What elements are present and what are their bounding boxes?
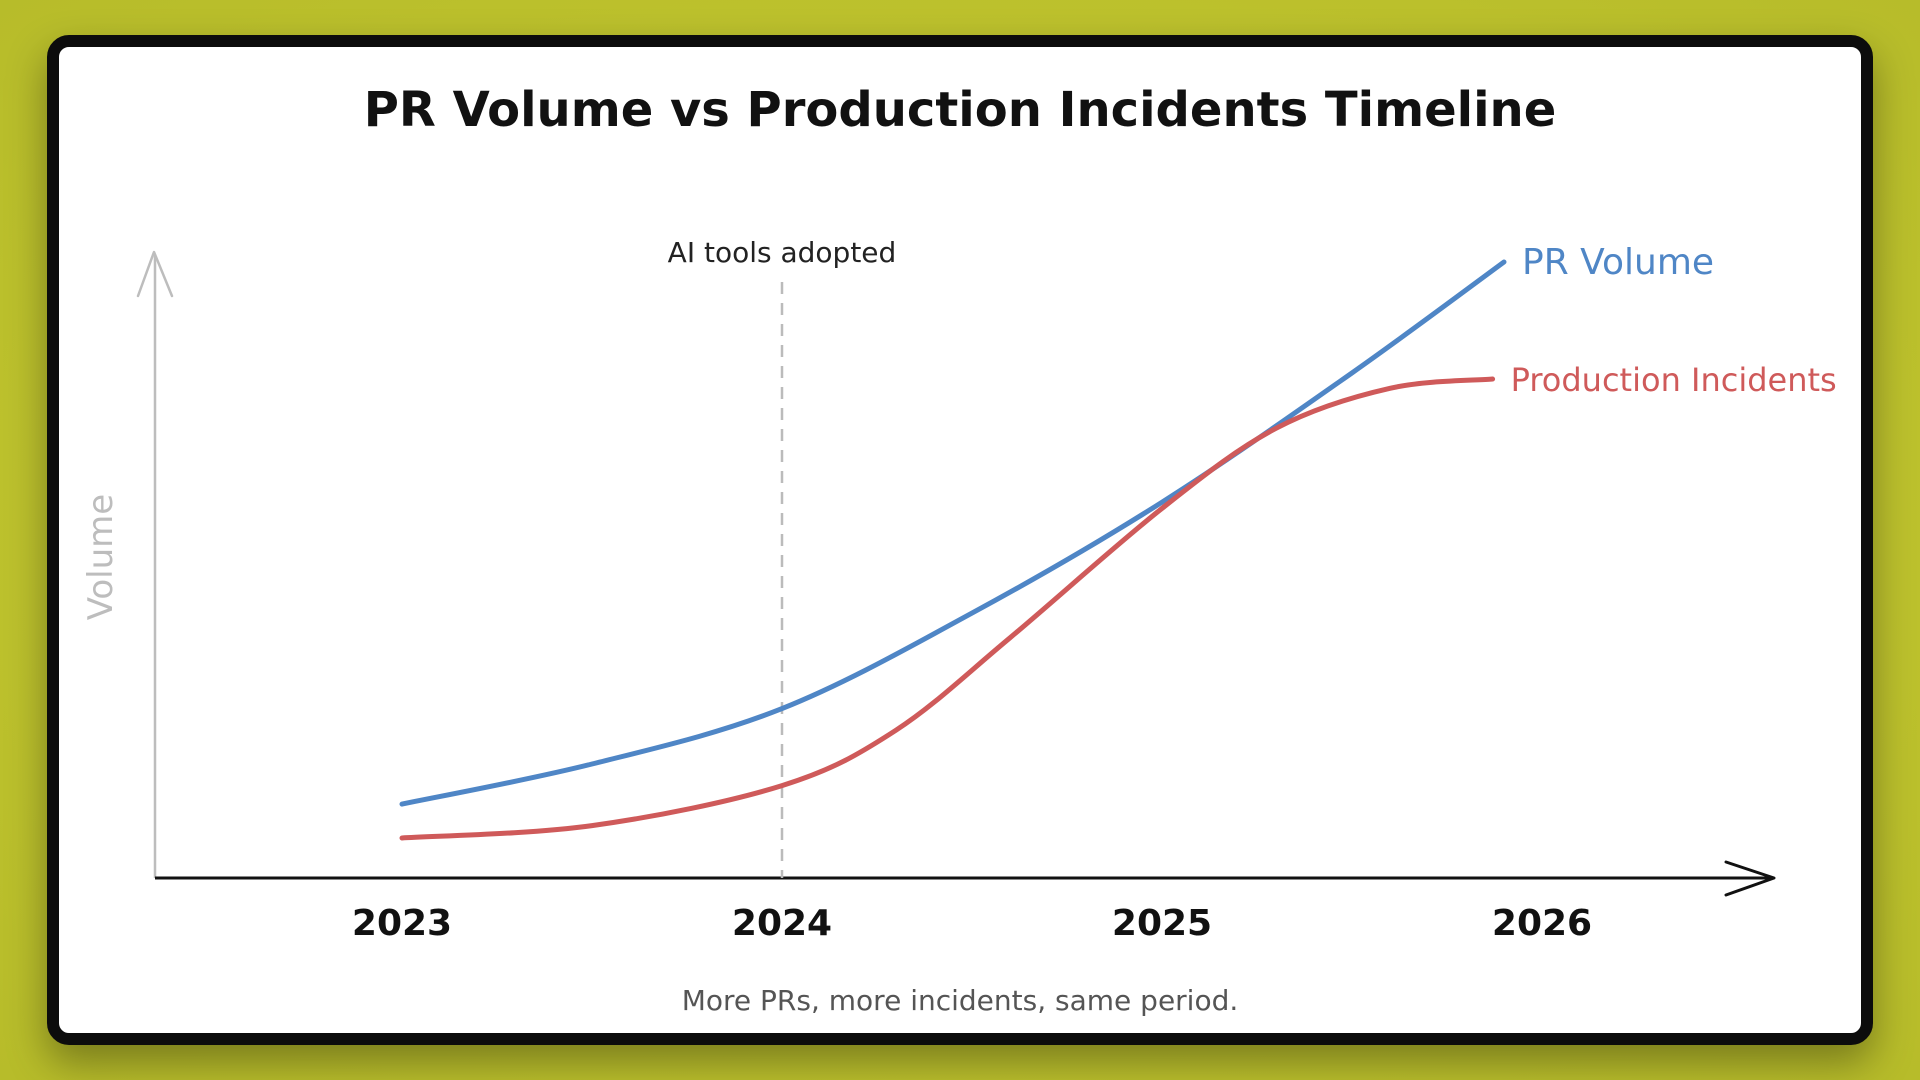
annotation-label: AI tools adopted: [668, 236, 897, 269]
series-label-production-incidents: Production Incidents: [1511, 361, 1837, 399]
chart-caption: More PRs, more incidents, same period.: [682, 984, 1239, 1017]
series-lines: [399, 259, 1507, 841]
x-tick-labels: 2023 2024 2025 2026: [352, 903, 1592, 944]
x-tick-label-2026: 2026: [1492, 903, 1592, 944]
x-tick-label-2023: 2023: [352, 903, 452, 944]
series-label-pr-volume: PR Volume: [1522, 242, 1714, 283]
series-line-pr-volume: [399, 259, 1507, 807]
series-labels: PR Volume Production Incidents: [1511, 242, 1837, 399]
series-line-production-incidents: [399, 376, 1496, 841]
y-axis-label: Volume: [81, 494, 121, 620]
annotations: AI tools adopted: [668, 236, 897, 878]
x-tick-label-2024: 2024: [732, 903, 832, 944]
chart-title: PR Volume vs Production Incidents Timeli…: [364, 82, 1557, 138]
x-axis-arrow: [1724, 860, 1776, 897]
y-axis-arrow: [136, 250, 174, 298]
x-tick-label-2025: 2025: [1112, 903, 1212, 944]
